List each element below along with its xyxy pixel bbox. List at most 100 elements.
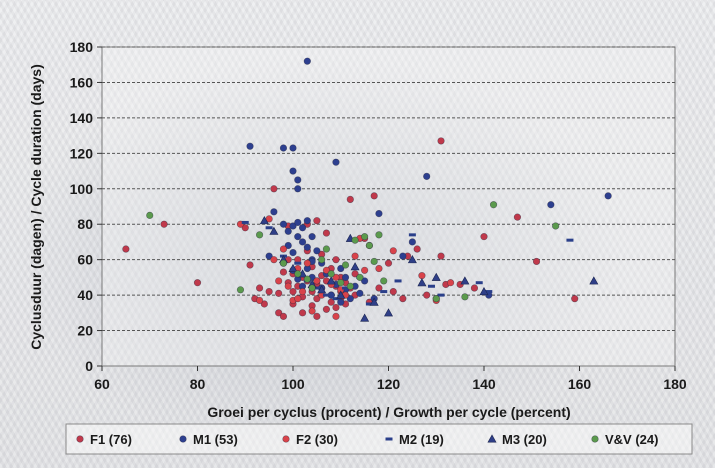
y-tick-label: 180	[70, 39, 94, 55]
data-point	[337, 298, 345, 306]
data-point	[432, 295, 440, 303]
data-point	[332, 158, 340, 166]
data-point	[265, 252, 273, 260]
data-point	[322, 245, 331, 253]
data-point	[265, 287, 273, 296]
data-point	[270, 208, 278, 216]
data-point	[351, 236, 359, 244]
legend-marker	[76, 435, 84, 443]
data-point	[294, 218, 302, 227]
x-tick-label: 100	[281, 376, 305, 392]
legend-item: M2 (19)	[385, 432, 444, 447]
y-axis-label: Cyclusduur (dagen) / Cycle duration (day…	[28, 64, 44, 350]
data-point	[241, 220, 249, 224]
y-tick-label: 100	[70, 181, 94, 197]
data-point	[270, 185, 278, 193]
legend-box	[65, 423, 693, 455]
data-point	[298, 224, 307, 232]
x-tick-label: 80	[190, 376, 206, 392]
data-point	[361, 277, 369, 285]
data-point	[384, 259, 393, 267]
legend-item: F1 (76)	[76, 432, 132, 447]
data-point	[284, 241, 292, 250]
y-tick-label: 140	[70, 110, 94, 126]
data-point	[351, 270, 359, 278]
data-point	[383, 308, 394, 317]
data-point	[255, 296, 264, 305]
tick-labels: 0 20 40 60 80 100 120 140 160 180 60 80 100 120 140 160…	[70, 39, 687, 392]
data-point	[332, 297, 340, 301]
data-point	[146, 211, 154, 219]
legend-item: M3 (20)	[487, 432, 547, 447]
data-point	[332, 312, 340, 320]
data-point	[327, 298, 335, 306]
y-tick-label: 0	[85, 358, 93, 374]
data-point	[313, 247, 321, 255]
grid-lines	[102, 46, 675, 332]
legend-label: F2 (30)	[296, 432, 338, 447]
data-point	[571, 295, 579, 303]
data-point	[246, 142, 254, 150]
data-point	[337, 264, 345, 273]
data-point	[275, 289, 283, 297]
data-point	[313, 277, 321, 285]
data-point	[313, 295, 321, 303]
legend-marker	[282, 435, 290, 443]
data-point	[236, 286, 245, 294]
data-point	[361, 266, 369, 274]
data-point	[418, 272, 426, 280]
data-point	[294, 176, 302, 184]
data-point	[489, 201, 498, 209]
data-point	[294, 185, 302, 193]
data-point	[365, 241, 374, 250]
data-point	[356, 289, 364, 297]
data-point	[284, 282, 292, 290]
data-point	[303, 217, 311, 225]
legend-marker	[179, 435, 187, 443]
data-point	[417, 278, 427, 287]
series-vandv	[146, 201, 560, 303]
data-point	[294, 270, 302, 278]
data-point	[461, 293, 469, 301]
data-point	[437, 252, 445, 260]
data-point	[460, 276, 470, 285]
data-point	[279, 220, 288, 228]
data-point	[413, 245, 421, 253]
data-point	[322, 293, 330, 297]
data-point	[408, 233, 416, 237]
data-point	[480, 233, 488, 241]
data-point	[446, 279, 455, 287]
data-point	[289, 167, 297, 175]
data-point	[259, 216, 269, 225]
data-point	[322, 266, 331, 274]
data-point	[427, 284, 435, 288]
data-point	[566, 238, 574, 242]
data-point	[350, 262, 360, 271]
x-axis-label: Groei per cyclus (procent) / Growth per …	[207, 404, 570, 420]
x-tick-label: 60	[94, 376, 110, 392]
data-point	[294, 295, 302, 303]
data-point	[275, 277, 283, 285]
data-point	[332, 303, 340, 312]
data-point	[485, 290, 493, 294]
legend-marker	[591, 435, 599, 443]
data-point	[289, 144, 297, 152]
data-point	[380, 290, 388, 294]
data-point	[303, 243, 311, 251]
data-point	[294, 233, 302, 241]
data-point	[298, 238, 307, 246]
data-point	[552, 222, 560, 230]
legend-label: F1 (76)	[90, 432, 132, 447]
data-point	[279, 259, 288, 267]
data-point	[437, 293, 445, 297]
data-point	[279, 268, 288, 276]
data-point	[365, 302, 373, 306]
data-point	[122, 245, 130, 253]
legend-label: V&V (24)	[605, 432, 658, 447]
data-point	[407, 255, 417, 264]
legend-label: M2 (19)	[399, 432, 444, 447]
data-point	[193, 279, 202, 287]
data-point	[394, 279, 402, 283]
